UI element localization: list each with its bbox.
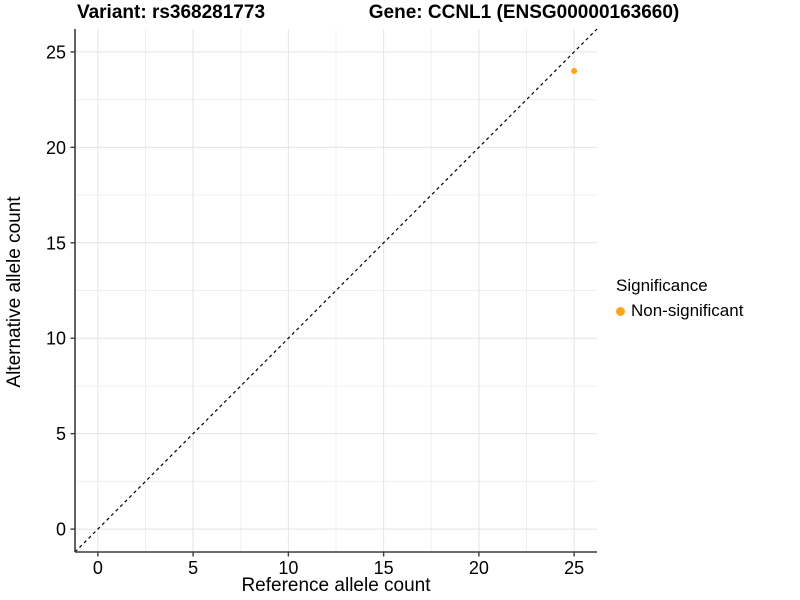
x-tick-label: 15: [374, 558, 394, 578]
plot-title-gene: Gene: CCNL1 (ENSG00000163660): [368, 2, 680, 23]
x-tick-label: 5: [188, 558, 198, 578]
legend: Significance Non-significant: [616, 276, 743, 321]
y-tick-label: 20: [46, 138, 66, 158]
legend-title: Significance: [616, 276, 708, 295]
y-tick-label: 10: [46, 329, 66, 349]
y-tick-label: 15: [46, 233, 66, 253]
y-tick-label: 0: [56, 520, 66, 540]
x-tick-label: 20: [469, 558, 489, 578]
x-tick-label: 0: [93, 558, 103, 578]
x-axis-title: Reference allele count: [241, 575, 431, 596]
y-axis-title: Alternative allele count: [4, 196, 25, 388]
y-tick-label: 25: [46, 42, 66, 62]
y-tick-label: 5: [56, 424, 66, 444]
legend-item-label: Non-significant: [631, 301, 744, 320]
legend-point-icon: [616, 306, 625, 316]
x-tick-label: 10: [278, 558, 298, 578]
x-tick-label: 25: [564, 558, 584, 578]
data-point: [571, 67, 578, 74]
legend-item-non-significant: Non-significant: [616, 301, 743, 321]
identity-reference-line: [74, 28, 598, 553]
plot-title-variant: Variant: rs368281773: [76, 2, 266, 23]
